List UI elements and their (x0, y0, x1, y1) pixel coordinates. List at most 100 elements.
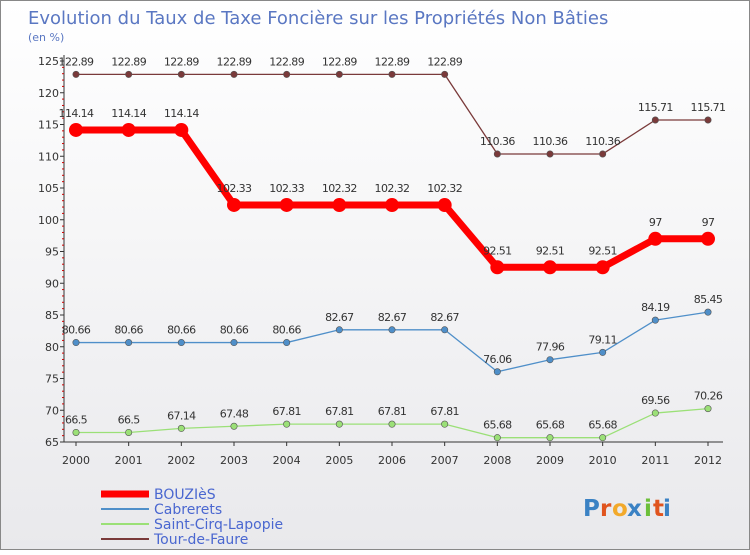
data-point (332, 198, 347, 213)
data-label: 80.66 (114, 324, 143, 337)
data-point (177, 424, 185, 432)
data-label: 92.51 (536, 244, 565, 257)
data-label: 114.14 (164, 107, 199, 120)
data-label: 67.81 (272, 405, 301, 418)
data-label: 122.89 (427, 55, 462, 68)
data-label: 65.68 (588, 419, 617, 432)
data-point (543, 260, 557, 275)
data-point (704, 116, 712, 124)
legend: BOUZIèSCabreretsSaint-Cirq-LapopieTour-d… (101, 487, 283, 548)
data-point (651, 409, 659, 417)
data-point (177, 70, 185, 78)
data-label: 76.06 (483, 353, 512, 366)
x-tick-label: 2001 (115, 454, 143, 467)
data-label: 102.32 (427, 182, 462, 195)
data-label: 82.67 (325, 311, 354, 324)
data-label: 70.26 (694, 390, 723, 403)
data-point (388, 326, 396, 334)
data-point (437, 198, 452, 213)
y-tick-label: 70 (45, 404, 59, 417)
y-tick-label: 105 (38, 182, 59, 195)
data-label: 110.36 (480, 135, 515, 148)
data-label: 115.71 (638, 101, 673, 114)
x-tick-label: 2002 (167, 454, 195, 467)
data-label: 97 (649, 216, 662, 229)
chart-subtitle: (en %) (28, 31, 64, 44)
data-point (490, 260, 505, 275)
data-label: 110.36 (533, 135, 568, 148)
legend-entry: Saint-Cirq-Lapopie (154, 517, 283, 533)
data-label: 97 (702, 216, 715, 229)
data-point (72, 70, 80, 78)
data-label: 67.81 (430, 405, 459, 418)
data-label: 79.11 (588, 333, 617, 346)
data-point (595, 260, 610, 275)
x-tick-label: 2007 (431, 454, 459, 467)
logo-letter: x (627, 496, 642, 522)
logo-letter: r (600, 496, 612, 522)
series-tour-de-faure: 122.89 122.89 122.89 122.89 122.89 122.89 122.… (59, 55, 726, 158)
data-label: 102.32 (375, 182, 410, 195)
data-label: 115.71 (691, 101, 726, 114)
x-tick-label: 2003 (220, 454, 248, 467)
data-label: 65.68 (536, 419, 565, 432)
legend-entry: Cabrerets (154, 502, 222, 518)
data-label: 92.51 (588, 244, 617, 257)
data-label: 80.66 (272, 324, 301, 337)
series-cabrerets: 80.66 80.66 80.66 80.66 80.66 82.67 82.67 82.67… (62, 293, 723, 376)
data-point (599, 434, 607, 442)
data-label: 92.51 (483, 244, 512, 257)
data-point (230, 339, 238, 347)
data-point (335, 420, 343, 428)
data-point (599, 150, 607, 158)
data-point (335, 326, 343, 334)
data-label: 67.14 (167, 409, 196, 422)
y-tick-label: 120 (38, 87, 59, 100)
data-point (174, 122, 189, 137)
data-point (283, 70, 291, 78)
data-point (704, 405, 712, 413)
series-bouzi-s: 114.14 114.14 114.14 102.33 102.33 102.32 102.… (59, 107, 716, 275)
data-label: 110.36 (585, 135, 620, 148)
data-label: 80.66 (62, 324, 91, 337)
data-point (441, 420, 449, 428)
logo-letter: i (644, 496, 652, 522)
data-label: 102.33 (269, 182, 304, 195)
data-label: 82.67 (430, 311, 459, 324)
data-point (648, 231, 663, 246)
data-label: 85.45 (694, 293, 723, 306)
data-point (546, 434, 554, 442)
data-label: 122.89 (217, 55, 252, 68)
data-label: 82.67 (378, 311, 407, 324)
data-label: 66.5 (65, 413, 88, 426)
x-tick-label: 2009 (536, 454, 564, 467)
data-point (493, 150, 501, 158)
y-tick-label: 90 (45, 277, 59, 290)
data-point (283, 339, 291, 347)
data-label: 66.5 (118, 413, 141, 426)
data-point (230, 70, 238, 78)
legend-entry: BOUZIèS (154, 487, 216, 503)
data-point (230, 422, 238, 430)
data-point (599, 348, 607, 356)
data-label: 80.66 (220, 324, 249, 337)
x-tick-label: 2004 (273, 454, 301, 467)
data-point (227, 197, 241, 212)
axes: 65 70 75 80 85 90 95 100 105 110 115 120 125 2000 2001… (38, 55, 723, 467)
data-point (72, 428, 80, 436)
data-label: 114.14 (111, 107, 146, 120)
logo-letter: i (663, 496, 671, 522)
data-point (121, 122, 136, 137)
y-tick-label: 65 (45, 436, 59, 449)
data-point (125, 339, 133, 347)
data-point (546, 150, 554, 158)
data-point (441, 70, 449, 78)
data-point (651, 116, 659, 124)
series-layer: 80.66 80.66 80.66 80.66 80.66 82.67 82.67 82.67… (59, 55, 726, 442)
y-tick-label: 80 (45, 341, 59, 354)
data-point (385, 198, 399, 213)
data-point (388, 420, 396, 428)
series-saint-cirq-lapopie: 66.5 66.5 67.14 67.48 67.81 67.81 67.81 67.81 65… (65, 390, 723, 442)
